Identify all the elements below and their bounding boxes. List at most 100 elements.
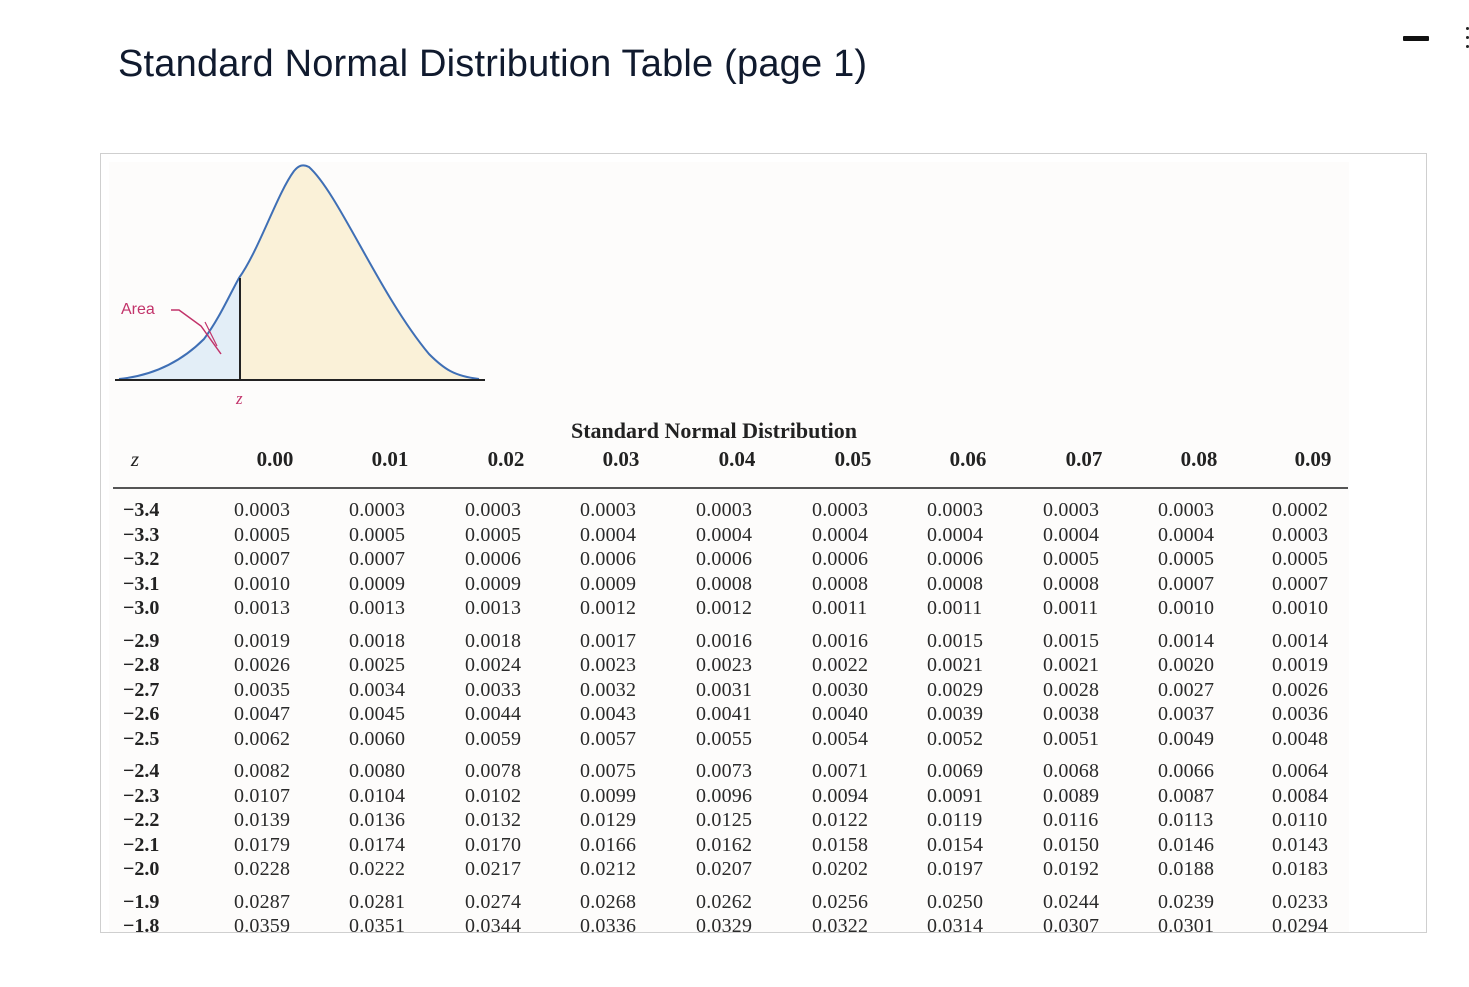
probability-cell: 0.0096 (696, 784, 753, 807)
probability-cell: 0.0003 (349, 499, 406, 521)
probability-cell: 0.0179 (234, 833, 291, 856)
table-row: −3.2 0.0007 0.0007 0.0006 0.0006 0.0006 0.0006… (101, 547, 1349, 571)
probability-cell: 0.0087 (1158, 784, 1215, 807)
table-row: −3.4 0.0003 0.0003 0.0003 0.0003 0.0003 0.0003… (101, 498, 1349, 522)
probability-cell: 0.0062 (234, 727, 291, 750)
probability-cell: 0.0009 (349, 572, 406, 595)
probability-cell: 0.0113 (1158, 809, 1214, 831)
probability-cell: 0.0003 (234, 499, 291, 521)
probability-cell: 0.0032 (580, 678, 637, 701)
probability-cell: 0.0250 (927, 890, 984, 913)
probability-cell: 0.0013 (465, 597, 522, 619)
probability-cell: 0.0039 (927, 703, 984, 725)
column-header: 0.09 (1294, 447, 1332, 471)
probability-cell: 0.0023 (696, 654, 753, 676)
probability-cell: 0.0069 (927, 760, 984, 782)
probability-cell: 0.0004 (1043, 523, 1100, 546)
probability-cell: 0.0071 (812, 760, 869, 782)
probability-cell: 0.0102 (465, 784, 522, 807)
probability-cell: 0.0027 (1158, 678, 1215, 701)
probability-cell: 0.0202 (812, 858, 869, 880)
probability-cell: 0.0078 (465, 760, 522, 782)
probability-cell: 0.0066 (1158, 760, 1215, 782)
probability-cell: 0.0188 (1158, 858, 1215, 880)
probability-cell: 0.0107 (234, 784, 291, 807)
area-pointer-tick (204, 321, 218, 347)
probability-cell: 0.0006 (927, 548, 984, 570)
table-title: Standard Normal Distribution (571, 418, 858, 443)
probability-cell: 0.0162 (696, 833, 753, 856)
probability-cell: 0.0136 (349, 809, 406, 831)
probability-cell: 0.0018 (465, 629, 522, 652)
z-value: −3.0 (123, 597, 160, 619)
probability-cell: 0.0119 (927, 809, 983, 831)
probability-cell: 0.0094 (812, 784, 869, 807)
probability-cell: 0.0016 (696, 629, 753, 652)
probability-cell: 0.0256 (812, 890, 869, 913)
probability-cell: 0.0146 (1158, 833, 1215, 856)
probability-cell: 0.0104 (349, 784, 406, 807)
probability-cell: 0.0049 (1158, 727, 1215, 750)
probability-cell: 0.0006 (580, 548, 637, 570)
probability-cell: 0.0068 (1043, 760, 1100, 782)
column-header: 0.05 (834, 447, 872, 471)
probability-cell: 0.0051 (1043, 727, 1100, 750)
table-row: −2.3 0.0107 0.0104 0.0102 0.0099 0.0096 0.0094… (101, 784, 1349, 808)
table-row: −1.9 0.0287 0.0281 0.0274 0.0268 0.0262 0.0256… (101, 890, 1349, 914)
probability-cell: 0.0004 (927, 523, 984, 546)
z-value: −1.9 (123, 890, 160, 913)
probability-cell: 0.0129 (580, 809, 637, 831)
probability-cell: 0.0060 (349, 727, 406, 750)
probability-cell: 0.0268 (580, 890, 637, 913)
column-header: 0.04 (718, 447, 756, 471)
table-header-row: z 0.00 0.01 0.02 0.03 0.04 0.05 0.06 0.07 0.08 0.… (101, 447, 1349, 477)
table-row: −2.4 0.0082 0.0080 0.0078 0.0075 0.0073 0.0071… (101, 759, 1349, 783)
probability-cell: 0.0239 (1158, 890, 1215, 913)
column-header: 0.08 (1180, 447, 1218, 471)
probability-cell: 0.0048 (1272, 727, 1329, 750)
probability-cell: 0.0041 (696, 703, 753, 725)
probability-cell: 0.0197 (927, 858, 984, 880)
probability-cell: 0.0139 (234, 809, 291, 831)
probability-cell: 0.0006 (696, 548, 753, 570)
z-value: −2.8 (123, 654, 160, 676)
probability-cell: 0.0281 (349, 890, 406, 913)
probability-cell: 0.0054 (812, 727, 869, 750)
probability-cell: 0.0014 (1158, 629, 1215, 652)
more-options-icon[interactable] (1464, 27, 1469, 49)
probability-cell: 0.0018 (349, 629, 406, 652)
z-value: −2.0 (123, 858, 160, 880)
probability-cell: 0.0035 (234, 678, 291, 701)
probability-cell: 0.0012 (696, 597, 753, 619)
probability-cell: 0.0026 (234, 654, 291, 676)
probability-cell: 0.0017 (580, 629, 637, 652)
bell-curve (118, 164, 480, 380)
probability-cell: 0.0091 (927, 784, 984, 807)
column-header: 0.03 (602, 447, 640, 471)
probability-cell: 0.0004 (1158, 523, 1215, 546)
probability-cell: 0.0028 (1043, 678, 1100, 701)
probability-cell: 0.0003 (927, 499, 984, 521)
z-column-header: z (130, 447, 140, 471)
probability-cell: 0.0158 (812, 833, 869, 856)
probability-cell: 0.0329 (696, 915, 753, 933)
probability-cell: 0.0132 (465, 809, 522, 831)
minimize-icon[interactable] (1403, 36, 1429, 41)
probability-cell: 0.0010 (1158, 597, 1215, 619)
column-header: 0.00 (256, 447, 294, 471)
probability-cell: 0.0011 (927, 597, 983, 619)
table-row: −3.1 0.0010 0.0009 0.0009 0.0009 0.0008 0.0008… (101, 572, 1349, 596)
z-value: −3.2 (123, 548, 160, 570)
table-row: −2.0 0.0228 0.0222 0.0217 0.0212 0.0207 0.0202… (101, 857, 1349, 881)
probability-cell: 0.0036 (1272, 703, 1329, 725)
column-header: 0.06 (949, 447, 987, 471)
table-row: −2.1 0.0179 0.0174 0.0170 0.0166 0.0162 0.0158… (101, 833, 1349, 857)
probability-cell: 0.0183 (1272, 858, 1329, 880)
z-value: −2.4 (123, 760, 160, 782)
probability-cell: 0.0003 (812, 499, 869, 521)
probability-cell: 0.0110 (1272, 809, 1328, 831)
probability-cell: 0.0166 (580, 833, 637, 856)
probability-cell: 0.0004 (812, 523, 869, 546)
probability-cell: 0.0043 (580, 703, 637, 725)
probability-cell: 0.0301 (1158, 915, 1215, 933)
